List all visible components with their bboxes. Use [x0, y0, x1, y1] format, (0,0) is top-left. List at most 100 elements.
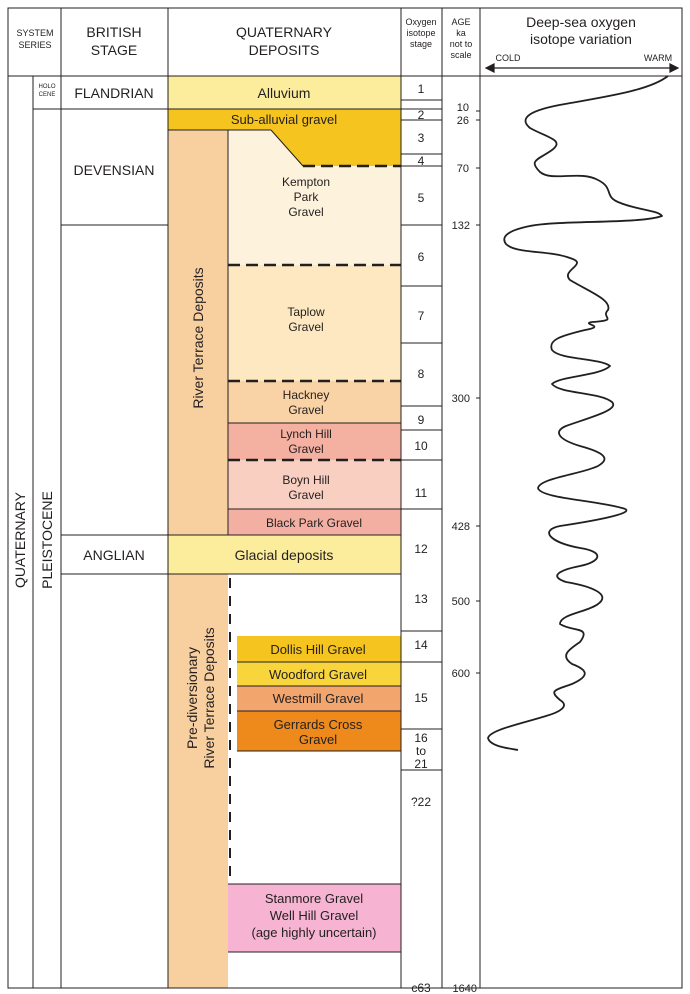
prediversionary-label-2: River Terrace Deposits	[201, 627, 217, 768]
deposit-boyn-hill-1: Boyn Hill	[282, 473, 329, 487]
cold-warm-arrow	[484, 63, 680, 73]
terrace-fill	[168, 130, 228, 535]
age-1640: 1640	[453, 983, 477, 994]
age-132: 132	[452, 220, 470, 232]
stage-flandrian: FLANDRIAN	[74, 85, 153, 101]
isotope-2: 2	[418, 108, 425, 122]
isotope-22: ?22	[411, 795, 431, 809]
system-series-labels: QUATERNARY PLEISTOCENE HOLO CENE	[12, 84, 56, 589]
system-quaternary: QUATERNARY	[12, 491, 28, 588]
deposit-alluvium: Alluvium	[258, 85, 311, 101]
label-cold: COLD	[495, 53, 521, 63]
header-not-to: not to	[450, 39, 473, 49]
header-deposits: DEPOSITS	[249, 42, 320, 58]
deposit-fills	[168, 76, 401, 988]
isotope-1: 1	[418, 82, 425, 96]
header-scale: scale	[450, 50, 471, 60]
isotope-3: 3	[418, 131, 425, 145]
age-500: 500	[452, 596, 470, 608]
deposit-dollis-hill: Dollis Hill Gravel	[270, 642, 365, 657]
isotope-10: 10	[414, 439, 428, 453]
isotope-4: 4	[418, 154, 425, 168]
prediv-fill	[168, 574, 228, 988]
header-variation: isotope variation	[530, 31, 632, 47]
age-428: 428	[452, 521, 470, 533]
series-pleistocene: PLEISTOCENE	[39, 491, 55, 589]
deposit-westmill: Westmill Gravel	[273, 691, 364, 706]
header-british: BRITISH	[86, 24, 141, 40]
column-headers: SYSTEM SERIES BRITISH STAGE QUATERNARY D…	[16, 14, 672, 63]
isotope-6: 6	[418, 250, 425, 264]
header-isotope: isotope	[406, 28, 435, 38]
header-deep-sea: Deep-sea oxygen	[526, 14, 636, 30]
header-stage: STAGE	[91, 42, 137, 58]
age-26: 26	[457, 115, 469, 127]
isotope-15: 15	[414, 691, 428, 705]
deposit-kempton-2: Park	[294, 190, 320, 204]
stanmore-fill	[228, 884, 401, 952]
isotope-stage-numbers: 1 2 3 4 5 6 7 8 9 10 11 12 13 14 15 16 t…	[411, 82, 431, 994]
header-isotope-stage: stage	[410, 39, 432, 49]
dashed-boundaries	[228, 164, 401, 880]
label-warm: WARM	[644, 53, 672, 63]
deposit-taplow-2: Gravel	[288, 320, 323, 334]
header-ka: ka	[456, 28, 466, 38]
header-oxygen: Oxygen	[405, 17, 436, 27]
deposit-woodford: Woodford Gravel	[269, 667, 367, 682]
isotope-7: 7	[418, 309, 425, 323]
deposit-hackney-1: Hackney	[283, 388, 330, 402]
westmill-fill	[237, 686, 401, 711]
age-10: 10	[457, 102, 469, 114]
stage-anglian: ANGLIAN	[83, 547, 144, 563]
deposit-kempton-1: Kempton	[282, 175, 330, 189]
taplow-fill	[228, 265, 401, 381]
header-series: SERIES	[18, 40, 51, 50]
boyn-hill-fill	[228, 460, 401, 509]
deposit-black-park: Black Park Gravel	[266, 516, 362, 530]
deposit-hackney-2: Gravel	[288, 403, 323, 417]
isotope-5: 5	[418, 191, 425, 205]
prediversionary-label-1: Pre-diversionary	[184, 647, 200, 749]
isotope-11: 11	[415, 486, 428, 500]
terrace-labels: River Terrace Deposits Pre-diversionary …	[184, 267, 217, 768]
glacial-fill	[168, 535, 401, 574]
header-system: SYSTEM	[16, 28, 53, 38]
sub-alluvial-wedge	[271, 130, 401, 166]
header-quaternary: QUATERNARY	[236, 24, 333, 40]
stage-devensian: DEVENSIAN	[74, 162, 155, 178]
deposit-stanmore-1: Stanmore Gravel	[265, 891, 363, 906]
british-stages: FLANDRIAN DEVENSIAN ANGLIAN	[74, 85, 155, 563]
isotope-8: 8	[418, 367, 425, 381]
deposit-lynch-hill-1: Lynch Hill	[280, 427, 332, 441]
age-300: 300	[452, 393, 470, 405]
isotope-to: to	[416, 744, 426, 758]
age-600: 600	[452, 668, 470, 680]
black-park-fill	[228, 509, 401, 535]
age-70: 70	[457, 163, 469, 175]
deposit-sub-alluvial: Sub-alluvial gravel	[231, 112, 337, 127]
grid-lines	[7, 7, 683, 989]
isotope-c63: c63	[411, 981, 431, 994]
hackney-fill	[228, 381, 401, 423]
series-holocene-1: HOLO	[38, 84, 55, 90]
deposit-labels: Alluvium Sub-alluvial gravel Kempton Par…	[231, 85, 377, 940]
woodford-fill	[237, 662, 401, 686]
oxygen-isotope-curve	[487, 75, 669, 751]
dollis-fill	[237, 636, 401, 662]
sub-alluvial-fill	[168, 109, 401, 130]
deposit-gerrards-2: Gravel	[299, 732, 337, 747]
isotope-12: 12	[414, 542, 428, 556]
deposit-stanmore-3: (age highly uncertain)	[251, 925, 376, 940]
kempton-fill	[228, 130, 401, 265]
deposit-boyn-hill-2: Gravel	[288, 488, 323, 502]
isotope-13: 13	[414, 592, 428, 606]
isotope-16: 16	[414, 731, 428, 745]
alluvium-fill	[168, 76, 401, 109]
lynch-hill-fill	[228, 423, 401, 460]
deposit-glacial: Glacial deposits	[235, 547, 334, 563]
deposit-kempton-3: Gravel	[288, 205, 323, 219]
gerrards-fill	[237, 711, 401, 751]
isotope-14: 14	[414, 638, 428, 652]
river-terrace-label: River Terrace Deposits	[190, 267, 206, 408]
